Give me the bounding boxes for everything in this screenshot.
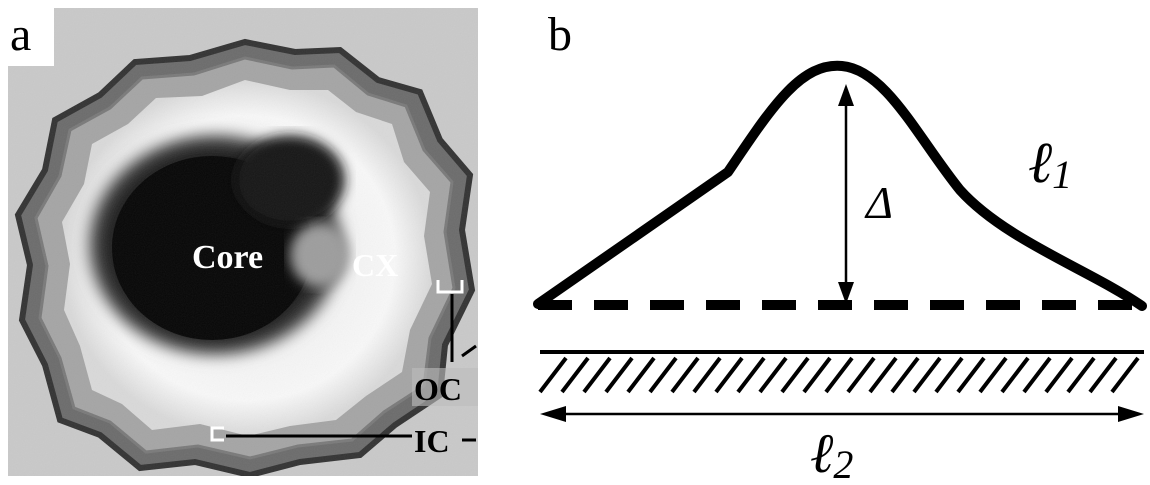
hatch-line (890, 356, 920, 394)
hatch-line (1022, 356, 1052, 394)
hatch-line (956, 356, 986, 394)
l1-symbol: ℓ (1028, 130, 1052, 195)
hatch-line (1044, 356, 1074, 394)
hatch-line (1110, 356, 1140, 394)
hatch-line (912, 356, 942, 394)
outer-cuticle-label: OC (414, 371, 462, 407)
outer-cuticle-label-box (412, 368, 478, 406)
hatch-line (736, 356, 766, 394)
l2-subscript: 2 (833, 442, 853, 485)
hatch-line (1066, 356, 1096, 394)
delta-label: Δ (864, 177, 893, 228)
hatch-line (758, 356, 788, 394)
hatch-line (802, 356, 832, 394)
hatch-line (538, 356, 568, 394)
hatch-line (692, 356, 722, 394)
outer-cuticle-tick (461, 344, 477, 358)
panel-a-letter: a (10, 8, 31, 61)
hatch-line (824, 356, 854, 394)
hatch-line (1000, 356, 1030, 394)
micrograph (8, 8, 478, 476)
hatch-line (604, 356, 634, 394)
hatch-line (846, 356, 876, 394)
micrograph-grain (8, 8, 478, 476)
inner-cuticle-bracket (210, 426, 224, 442)
hatch-line (560, 356, 590, 394)
l2-label-group: ℓ2 (810, 423, 853, 485)
panel-a: a Core CX OC IC (0, 0, 478, 476)
l2-arrow-head-left (540, 406, 566, 422)
substrate-hatching (538, 356, 1140, 394)
substrate (538, 350, 1144, 394)
panel-b-letter: b (548, 8, 572, 61)
hatch-line (670, 356, 700, 394)
delta-arrow-head-top (838, 84, 854, 106)
hatch-line (582, 356, 612, 394)
hatch-line (934, 356, 964, 394)
l1-subscript: 1 (1052, 152, 1072, 197)
inner-cuticle-label: IC (414, 423, 450, 459)
panel-a-letter-box (0, 0, 54, 66)
outer-cuticle-bracket (436, 280, 464, 294)
bump-curve (533, 60, 1147, 311)
l2-symbol: ℓ (810, 423, 834, 485)
hatch-line (1088, 356, 1118, 394)
hatch-line (626, 356, 656, 394)
cortex-label: CX (352, 247, 398, 283)
delta-arrow-head-bottom (838, 282, 854, 304)
hatch-line (714, 356, 744, 394)
core-label: Core (192, 239, 263, 276)
l2-arrow-head-right (1118, 406, 1144, 422)
panel-b: b Δ ℓ1 ℓ2 (533, 8, 1147, 485)
hatch-line (868, 356, 898, 394)
hatch-line (648, 356, 678, 394)
hatch-line (978, 356, 1008, 394)
l1-label-group: ℓ1 (1028, 130, 1072, 197)
hatch-line (780, 356, 810, 394)
